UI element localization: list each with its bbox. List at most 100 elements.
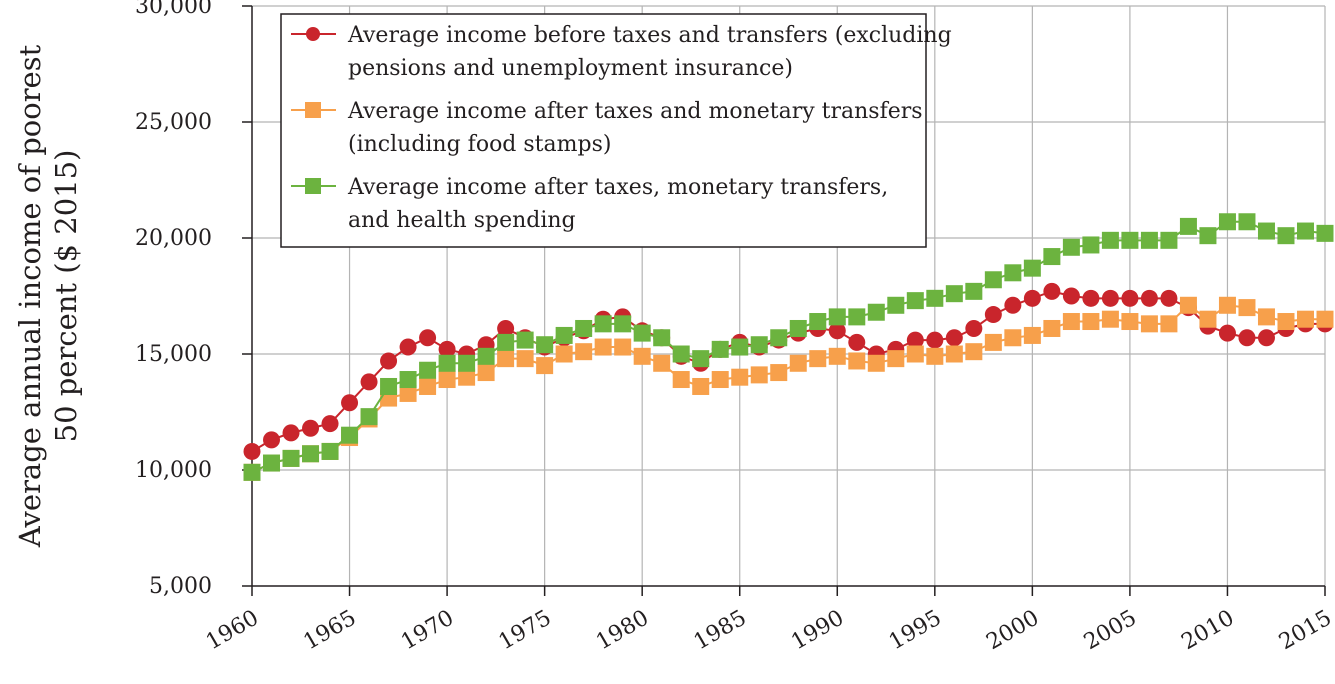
data-point	[1238, 299, 1256, 317]
data-point	[1160, 231, 1178, 249]
data-point	[984, 271, 1002, 289]
data-point	[867, 354, 885, 372]
data-point	[692, 377, 710, 395]
data-point	[1257, 222, 1275, 240]
data-point	[672, 345, 690, 363]
data-point	[438, 340, 456, 358]
data-point	[1062, 313, 1080, 331]
data-point	[653, 354, 671, 372]
data-point	[1140, 231, 1158, 249]
data-point	[438, 354, 456, 372]
data-point	[594, 315, 612, 333]
data-point	[984, 333, 1002, 351]
data-point	[1023, 259, 1041, 277]
data-point	[243, 442, 261, 460]
data-point	[906, 292, 924, 310]
data-point	[380, 352, 398, 370]
data-point	[399, 384, 417, 402]
y-tick-label: 30,000	[135, 0, 212, 19]
legend-marker	[305, 102, 321, 118]
data-point	[1179, 296, 1197, 314]
data-point	[536, 357, 554, 375]
data-point	[828, 322, 846, 340]
data-point	[770, 364, 788, 382]
data-point	[1004, 264, 1022, 282]
x-tick-label: 1990	[787, 606, 848, 656]
data-point	[1004, 329, 1022, 347]
data-point	[711, 340, 729, 358]
data-point	[984, 306, 1002, 324]
y-tick-label: 5,000	[149, 574, 212, 599]
data-point	[1082, 289, 1100, 307]
x-tick-label: 1995	[885, 606, 946, 656]
data-point	[750, 366, 768, 384]
x-tick-label: 1970	[397, 606, 458, 656]
data-point	[672, 371, 690, 389]
data-point	[1101, 310, 1119, 328]
data-point	[1101, 289, 1119, 307]
data-point	[614, 315, 632, 333]
data-point	[516, 331, 534, 349]
data-point	[302, 445, 320, 463]
data-point	[243, 463, 261, 481]
data-point	[1257, 329, 1275, 347]
data-point	[399, 371, 417, 389]
data-point	[1004, 296, 1022, 314]
data-point	[380, 377, 398, 395]
data-point	[1257, 308, 1275, 326]
data-point	[848, 333, 866, 351]
data-point	[809, 313, 827, 331]
data-point	[419, 377, 437, 395]
data-point	[848, 352, 866, 370]
x-tick-label: 2010	[1177, 606, 1238, 656]
data-point	[1218, 213, 1236, 231]
data-point	[926, 331, 944, 349]
y-tick-label: 25,000	[135, 110, 212, 135]
x-tick-label: 1985	[690, 606, 751, 656]
data-point	[789, 319, 807, 337]
data-point	[1023, 326, 1041, 344]
data-point	[1082, 236, 1100, 254]
legend: Average income before taxes and transfer…	[280, 13, 952, 248]
data-point	[887, 296, 905, 314]
data-point	[926, 347, 944, 365]
data-point	[828, 308, 846, 326]
x-tick-label: 1975	[495, 606, 556, 656]
data-point	[789, 354, 807, 372]
x-tick-label: 2005	[1080, 606, 1141, 656]
data-point	[1238, 329, 1256, 347]
data-point	[1082, 313, 1100, 331]
data-point	[477, 364, 495, 382]
data-point	[633, 324, 651, 342]
data-point	[575, 319, 593, 337]
data-point	[750, 336, 768, 354]
data-point	[1043, 282, 1061, 300]
data-point	[1140, 315, 1158, 333]
data-point	[965, 282, 983, 300]
data-point	[945, 345, 963, 363]
data-point	[1101, 231, 1119, 249]
data-point	[1160, 289, 1178, 307]
data-point	[419, 329, 437, 347]
data-point	[1121, 313, 1139, 331]
data-point	[926, 289, 944, 307]
data-point	[263, 431, 281, 449]
y-tick-label: 10,000	[135, 458, 212, 483]
y-tick-label: 15,000	[135, 342, 212, 367]
x-tick-label: 1980	[592, 606, 653, 656]
data-point	[282, 449, 300, 467]
data-point	[731, 368, 749, 386]
data-point	[555, 326, 573, 344]
series-3	[243, 213, 1334, 481]
y-tick-label: 20,000	[135, 226, 212, 251]
data-point	[1121, 289, 1139, 307]
data-point	[653, 329, 671, 347]
data-point	[906, 345, 924, 363]
data-point	[614, 338, 632, 356]
legend-marker	[306, 27, 320, 41]
data-point	[282, 424, 300, 442]
data-point	[360, 373, 378, 391]
y-axis-title: Average annual income of poorest	[13, 44, 47, 548]
data-point	[555, 345, 573, 363]
data-point	[945, 329, 963, 347]
